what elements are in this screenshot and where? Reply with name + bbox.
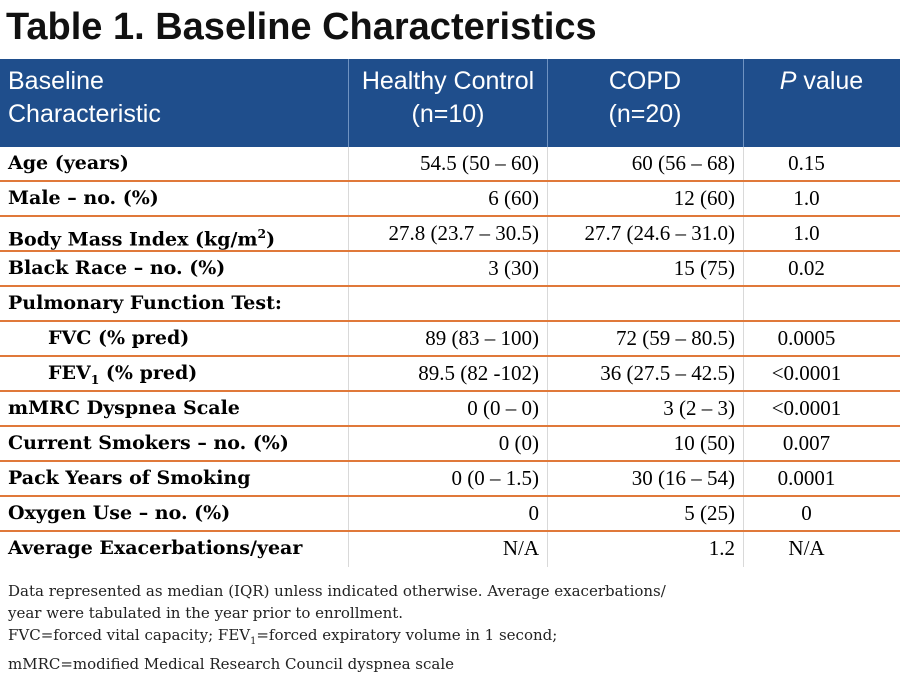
healthy-value <box>348 287 547 320</box>
row-label-text: FEV <box>48 362 91 384</box>
healthy-value: 3 (30) <box>488 256 539 280</box>
table-row: Oxygen Use – no. (%) 0 5 (25) 0 <box>0 497 900 532</box>
row-label: Average Exacerbations/year <box>8 537 303 559</box>
copd-value <box>547 287 743 320</box>
table-row: Black Race – no. (%) 3 (30) 15 (75) 0.02 <box>0 252 900 287</box>
healthy-value: 0 (0 – 1.5) <box>451 466 540 490</box>
row-label-text: Body Mass Index (kg/m <box>8 228 258 251</box>
healthy-value: 6 (60) <box>488 186 539 210</box>
healthy-value: 89.5 (82 -102) <box>418 361 539 385</box>
header-col2-line1: COPD <box>608 67 682 95</box>
p-value: N/A <box>788 536 825 560</box>
footnote-text: FVC=forced vital capacity; FEV <box>8 626 251 644</box>
header-col2-line2: (n=20) <box>608 100 682 128</box>
table-footnote: Data represented as median (IQR) unless … <box>8 580 888 675</box>
row-label-after: ) <box>266 228 276 251</box>
header-p-rest: value <box>796 67 864 95</box>
table-row: Current Smokers – no. (%) 0 (0) 10 (50) … <box>0 427 900 462</box>
row-label: Black Race – no. (%) <box>8 257 226 279</box>
table-row: FEV1 (% pred) 89.5 (82 -102) 36 (27.5 – … <box>0 357 900 392</box>
footnote-line: Data represented as median (IQR) unless … <box>8 582 666 600</box>
header-col0-line1: Baseline <box>8 67 104 95</box>
table-row: Pulmonary Function Test: <box>0 287 900 322</box>
copd-value: 5 (25) <box>684 501 735 525</box>
row-label: Oxygen Use – no. (%) <box>8 502 231 524</box>
copd-value: 15 (75) <box>673 256 735 280</box>
row-label: FEV1 (% pred) <box>48 357 388 390</box>
column-divider <box>348 147 349 567</box>
row-label: Pulmonary Function Test: <box>8 292 282 314</box>
row-label: Body Mass Index (kg/m2) <box>8 217 348 250</box>
copd-value: 30 (16 – 54) <box>631 466 735 490</box>
healthy-value: 0 <box>528 501 540 525</box>
p-value: 1.0 <box>793 221 820 245</box>
footnote-line: year were tabulated in the year prior to… <box>8 604 404 622</box>
p-value: 0.0001 <box>777 466 836 490</box>
header-col0-line2: Characteristic <box>8 100 161 128</box>
healthy-value: 0 (0) <box>498 431 539 455</box>
healthy-value: 0 (0 – 0) <box>467 396 539 420</box>
copd-value: 72 (59 – 80.5) <box>616 326 735 350</box>
row-label: Age (years) <box>8 152 129 174</box>
copd-value: 12 (60) <box>673 186 735 210</box>
p-value: 1.0 <box>793 186 820 210</box>
healthy-value: 54.5 (50 – 60) <box>420 151 539 175</box>
row-label: mMRC Dyspnea Scale <box>8 397 240 419</box>
table-row: Pack Years of Smoking 0 (0 – 1.5) 30 (16… <box>0 462 900 497</box>
footnote-line: mMRC=modified Medical Research Council d… <box>8 655 454 673</box>
copd-value: 1.2 <box>708 536 735 560</box>
healthy-value: 27.8 (23.7 – 30.5) <box>388 221 540 245</box>
header-col1-line1: Healthy Control <box>361 67 535 95</box>
table-row: FVC (% pred) 89 (83 – 100) 72 (59 – 80.5… <box>0 322 900 357</box>
column-divider <box>743 147 744 567</box>
p-value: <0.0001 <box>771 361 842 385</box>
footnote-text: =forced expiratory volume in 1 second; <box>256 626 558 644</box>
copd-value: 60 (56 – 68) <box>631 151 735 175</box>
table-row: Average Exacerbations/year N/A 1.2 N/A <box>0 532 900 567</box>
row-label-sup: 2 <box>257 226 267 241</box>
header-divider <box>743 59 744 147</box>
p-value <box>743 287 900 320</box>
row-label: Male – no. (%) <box>8 187 159 209</box>
header-p-value: P value <box>743 59 900 147</box>
row-label: Current Smokers – no. (%) <box>8 432 289 454</box>
p-value: 0 <box>801 501 812 525</box>
table-header: Baseline Characteristic Healthy Control … <box>0 59 900 147</box>
row-label-after: (% pred) <box>99 362 198 384</box>
p-value: 0.007 <box>782 431 831 455</box>
p-value: 0.02 <box>788 256 825 280</box>
healthy-value: N/A <box>502 536 539 560</box>
footnote-sub: 1 <box>250 636 257 647</box>
copd-value: 27.7 (24.6 – 31.0) <box>584 221 736 245</box>
header-col1-line2: (n=10) <box>411 100 485 128</box>
header-healthy-control: Healthy Control (n=10) <box>349 59 547 147</box>
healthy-value: 89 (83 – 100) <box>425 326 539 350</box>
table-row: mMRC Dyspnea Scale 0 (0 – 0) 3 (2 – 3) <… <box>0 392 900 427</box>
column-divider <box>547 147 548 567</box>
row-label: FVC (% pred) <box>48 327 190 349</box>
header-p-italic: P <box>779 67 797 95</box>
header-divider <box>348 59 349 147</box>
p-value: <0.0001 <box>771 396 842 420</box>
copd-value: 36 (27.5 – 42.5) <box>600 361 735 385</box>
copd-value: 3 (2 – 3) <box>663 396 735 420</box>
row-label-sub: 1 <box>90 371 100 387</box>
footnote-line: FVC=forced vital capacity; FEV1=forced e… <box>8 624 888 653</box>
p-value: 0.0005 <box>777 326 836 350</box>
copd-value: 10 (50) <box>673 431 735 455</box>
table-title: Table 1. Baseline Characteristics <box>6 6 597 48</box>
table-row: Age (years) 54.5 (50 – 60) 60 (56 – 68) … <box>0 147 900 182</box>
header-divider <box>547 59 548 147</box>
table-row: Body Mass Index (kg/m2) 27.8 (23.7 – 30.… <box>0 217 900 252</box>
p-value: 0.15 <box>788 151 825 175</box>
row-label: Pack Years of Smoking <box>8 467 251 489</box>
header-p-value-label: P value <box>743 65 900 98</box>
table-row: Male – no. (%) 6 (60) 12 (60) 1.0 <box>0 182 900 217</box>
header-baseline-characteristic: Baseline Characteristic <box>8 59 338 147</box>
header-copd: COPD (n=20) <box>547 59 743 147</box>
